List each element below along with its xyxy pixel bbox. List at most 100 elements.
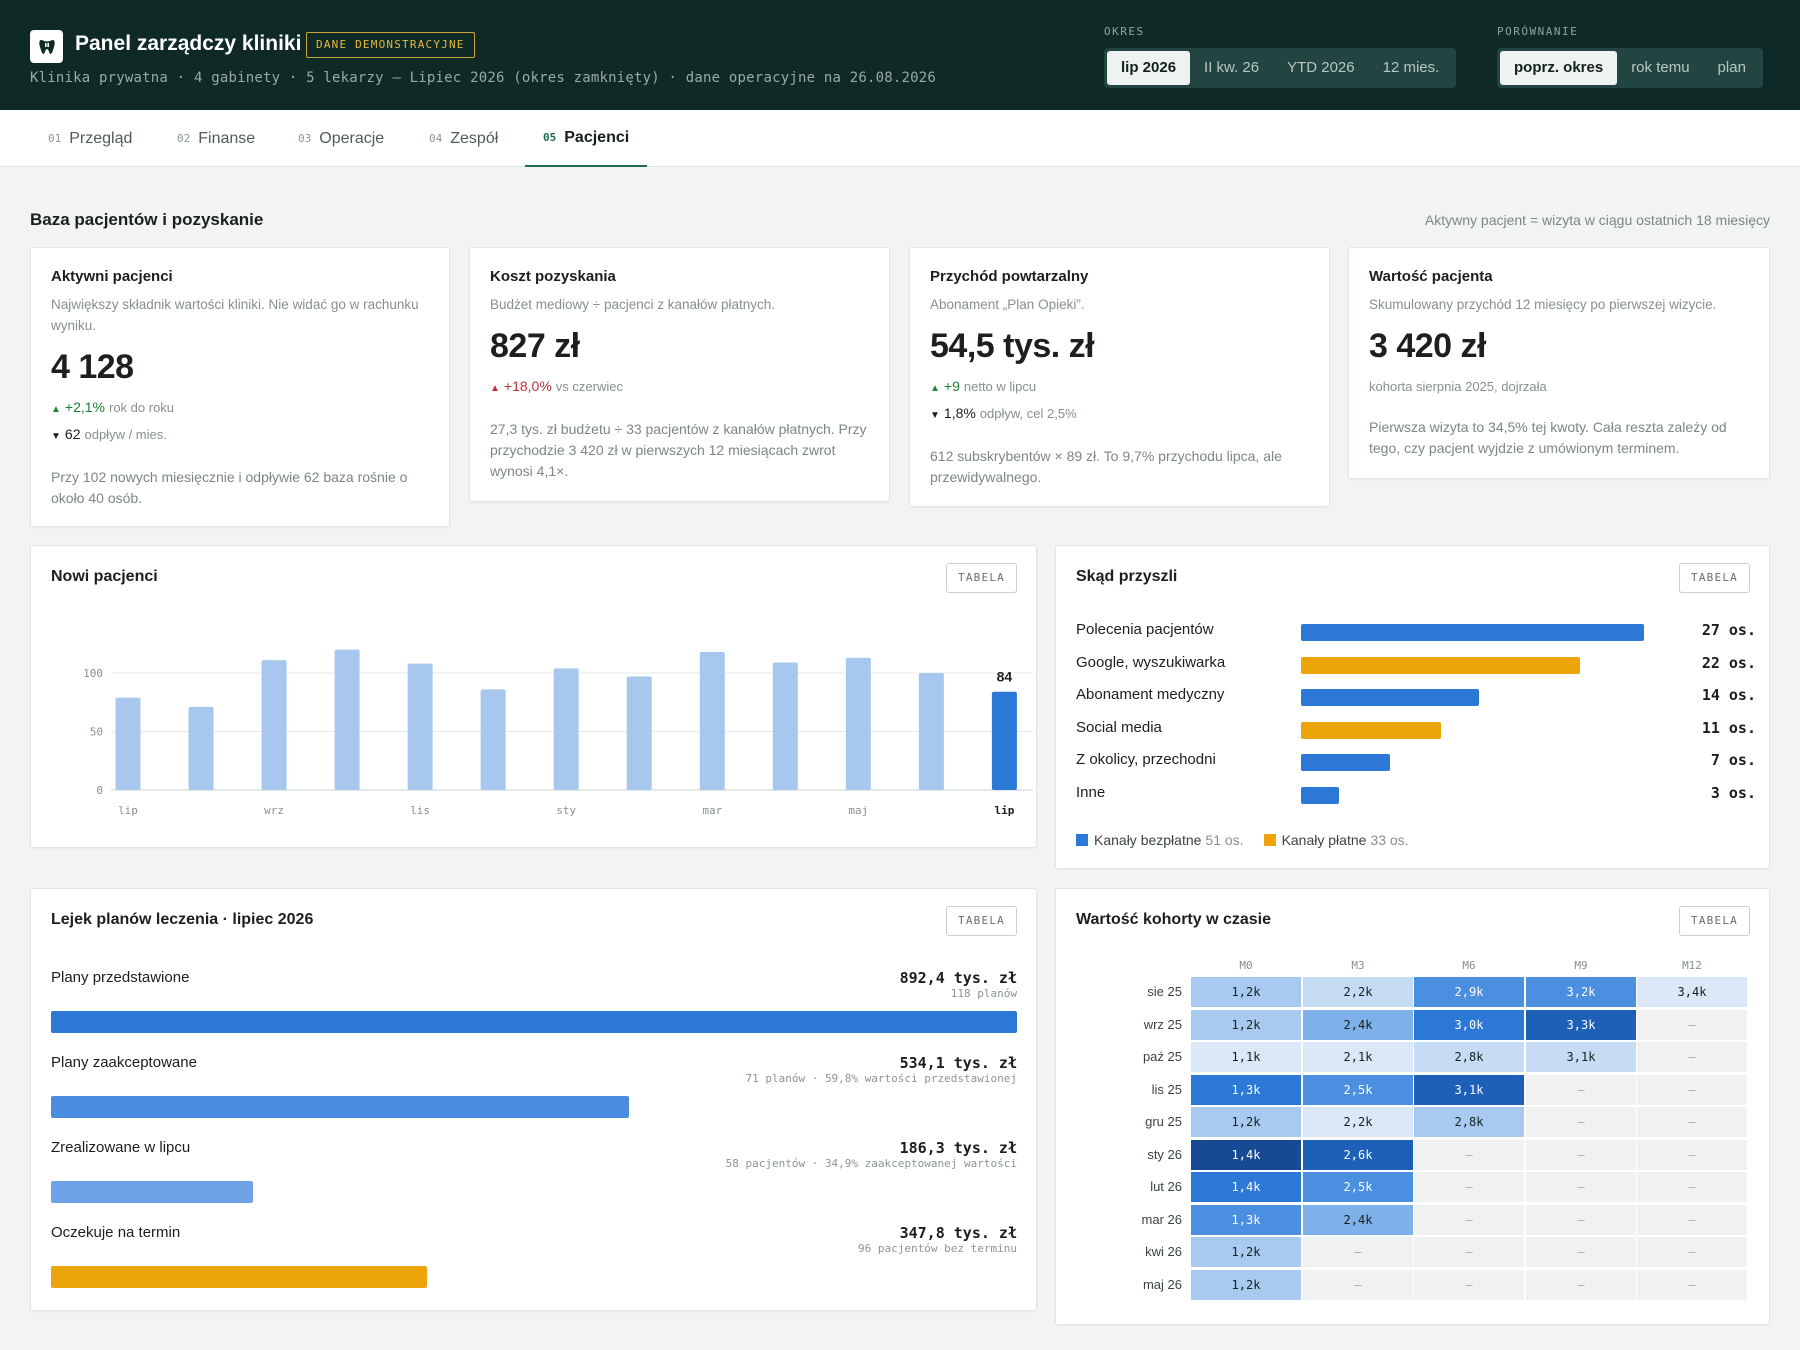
kpi-delta-text: odpływ, cel 2,5% <box>979 406 1077 421</box>
compare-label: PORÓWNANIE <box>1497 25 1579 38</box>
period-option[interactable]: II kw. 26 <box>1204 59 1260 76</box>
section-note: Aktywny pacjent = wizyta w ciągu ostatni… <box>1424 212 1770 228</box>
legend-item: Kanały płatne 33 os. <box>1263 832 1409 848</box>
bar-kwi <box>772 662 798 790</box>
source-bar <box>1301 721 1441 739</box>
kpi-note: Pierwsza wizyta to 34,5% tej kwoty. Cała… <box>1369 419 1727 456</box>
kpi-note: 27,3 tys. zł budżetu ÷ 33 pacjentów z ka… <box>490 421 867 479</box>
bar-sty <box>553 668 579 790</box>
highlight-data-label: 84 <box>997 669 1013 685</box>
heatmap-cell: 3,2k <box>1526 977 1636 1007</box>
arrow-down-icon: ▼ <box>51 431 61 442</box>
heatmap-cell: – <box>1526 1074 1636 1105</box>
kpi-delta: ▼ 62 odpływ / mies. <box>51 422 429 449</box>
new-patients-table-button[interactable]: TABELA <box>946 563 1017 593</box>
funnel-stage-value: 534,1 tys. zł <box>899 1054 1017 1072</box>
legend-item: Kanały bezpłatne 51 os. <box>1076 832 1244 848</box>
x-tick-label: lip <box>118 804 138 817</box>
source-value: 27 os. <box>1701 621 1756 639</box>
bar-gru <box>480 689 506 790</box>
heatmap-row-label: kwi 26 <box>1145 1244 1182 1259</box>
kpi-title: Aktywni pacjenci <box>51 268 173 285</box>
heatmap-cell: 3,1k <box>1526 1042 1636 1072</box>
new-patients-panel: Nowi pacjenci TABELA 0 50 100 lip wrz lis sty m… <box>30 545 1037 848</box>
source-row: Google, wyszukiwarka 22 os. <box>1076 654 1756 674</box>
heatmap-row-label: lis 25 <box>1151 1081 1182 1097</box>
funnel-stage-bar <box>51 1266 428 1288</box>
sources-panel: Skąd przyszli TABELA Polecenia pacjentów… <box>1055 545 1770 869</box>
tab-pacjenci[interactable]: 05 Pacjenci <box>525 110 648 167</box>
source-value: 11 os. <box>1701 718 1756 737</box>
tab-number: 04 <box>429 132 443 145</box>
legend-label: Kanały bezpłatne <box>1094 832 1202 848</box>
tab-przegląd[interactable]: 01 Przegląd <box>30 110 150 167</box>
new-patients-title: Nowi pacjenci <box>51 568 158 585</box>
clinic-subtitle: Klinika prywatna · 4 gabinety · 5 lekarz… <box>30 70 937 86</box>
heatmap-cell: 1,2k <box>1191 1269 1301 1300</box>
heatmap-cell: – <box>1414 1269 1524 1300</box>
heatmap-cell: 1,3k <box>1191 1074 1301 1105</box>
x-tick-label: sty <box>556 804 576 817</box>
funnel-table-button[interactable]: TABELA <box>946 906 1017 936</box>
heatmap-cell: 2,2k <box>1303 977 1413 1007</box>
compare-option[interactable]: rok temu <box>1631 59 1690 76</box>
heatmap-row-label: paź 25 <box>1142 1049 1182 1064</box>
funnel-stage-bar <box>51 1096 630 1118</box>
heatmap-cell: – <box>1414 1172 1524 1202</box>
heatmap-cell: 2,5k <box>1303 1172 1413 1202</box>
heatmap-row-label: sty 26 <box>1147 1146 1182 1162</box>
kpi-delta: ▼ 1,8% odpływ, cel 2,5% <box>930 401 1309 428</box>
period-option[interactable]: 12 mies. <box>1382 59 1440 76</box>
source-label: Inne <box>1076 783 1106 801</box>
source-value: 7 os. <box>1710 751 1756 769</box>
kpi-note: Przy 102 nowych miesięcznie i odpływie 6… <box>51 469 408 506</box>
kpi-delta: ▲ +18,0% vs czerwiec <box>490 374 869 401</box>
compare-option[interactable]: plan <box>1717 59 1746 76</box>
heatmap-cell: 3,0k <box>1414 1009 1524 1040</box>
legend-count: 33 os. <box>1370 832 1409 848</box>
heatmap-cell: – <box>1637 1107 1747 1137</box>
funnel-stage: Plany zaakceptowane 534,1 tys. zł 71 planó… <box>51 1054 1017 1120</box>
heatmap-cell: – <box>1414 1204 1524 1235</box>
tab-zespół[interactable]: 04 Zespół <box>411 110 516 167</box>
heatmap-cell: 1,2k <box>1191 977 1301 1007</box>
kpi-note: 612 subskrybentów × 89 zł. To 9,7% przyc… <box>930 448 1282 485</box>
tab-finanse[interactable]: 02 Finanse <box>159 110 273 167</box>
heatmap-row-label: wrz 25 <box>1143 1016 1182 1032</box>
arrow-up-icon: ▲ <box>490 383 500 394</box>
cohort-title: Wartość kohorty w czasie <box>1076 911 1272 928</box>
kpi-delta-text: odpływ / mies. <box>84 427 167 442</box>
source-bar <box>1301 786 1340 804</box>
bar-lut <box>626 676 652 790</box>
heatmap-cell: – <box>1303 1269 1413 1300</box>
tab-bar: 01 Przegląd 02 Finanse 03 Operacje 04 Zespół 05 P… <box>0 110 1800 167</box>
funnel-stage-value: 347,8 tys. zł <box>899 1224 1017 1242</box>
heatmap-cell: 2,8k <box>1414 1042 1524 1072</box>
heatmap-cell: 2,1k <box>1303 1042 1413 1072</box>
bar-maj <box>845 657 871 790</box>
funnel-stage-bar <box>51 1181 253 1203</box>
top-bar: Panel zarządczy kliniki DANE DEMONSTRACY… <box>0 0 1800 110</box>
funnel-stage: Oczekuje na termin 347,8 tys. zł 96 pacjen… <box>51 1224 1017 1290</box>
section-title: Baza pacjentów i pozyskanie <box>30 210 264 229</box>
sources-table-button[interactable]: TABELA <box>1679 563 1750 593</box>
period-option[interactable]: YTD 2026 <box>1287 59 1355 76</box>
kpi-description: Budżet mediowy ÷ pacjenci z kanałów płat… <box>490 297 776 312</box>
funnel-stage-label: Plany zaakceptowane <box>51 1054 197 1071</box>
legend-count: 51 os. <box>1205 832 1244 848</box>
heatmap-cell: 1,2k <box>1191 1237 1301 1267</box>
heatmap-cell: – <box>1637 1237 1747 1267</box>
kpi-delta: ▲ +2,1% rok do roku <box>51 395 429 422</box>
tooth-logo-icon <box>30 30 63 63</box>
tab-operacje[interactable]: 03 Operacje <box>280 110 402 167</box>
source-bar <box>1301 624 1644 641</box>
period-option[interactable]: lip 2026 <box>1107 51 1191 85</box>
bar-wrz <box>261 660 287 790</box>
heatmap-row-label: lut 26 <box>1150 1179 1182 1194</box>
compare-option[interactable]: poprz. okres <box>1500 51 1618 85</box>
source-value: 22 os. <box>1701 653 1756 672</box>
kpi-card-active-patients: Aktywni pacjenci Największy składnik wart… <box>30 247 450 527</box>
kpi-delta-value: +18,0% <box>503 378 552 394</box>
kpi-subnote: kohorta sierpnia 2025, dojrzała <box>1369 379 1547 394</box>
cohort-table-button[interactable]: TABELA <box>1679 906 1750 936</box>
